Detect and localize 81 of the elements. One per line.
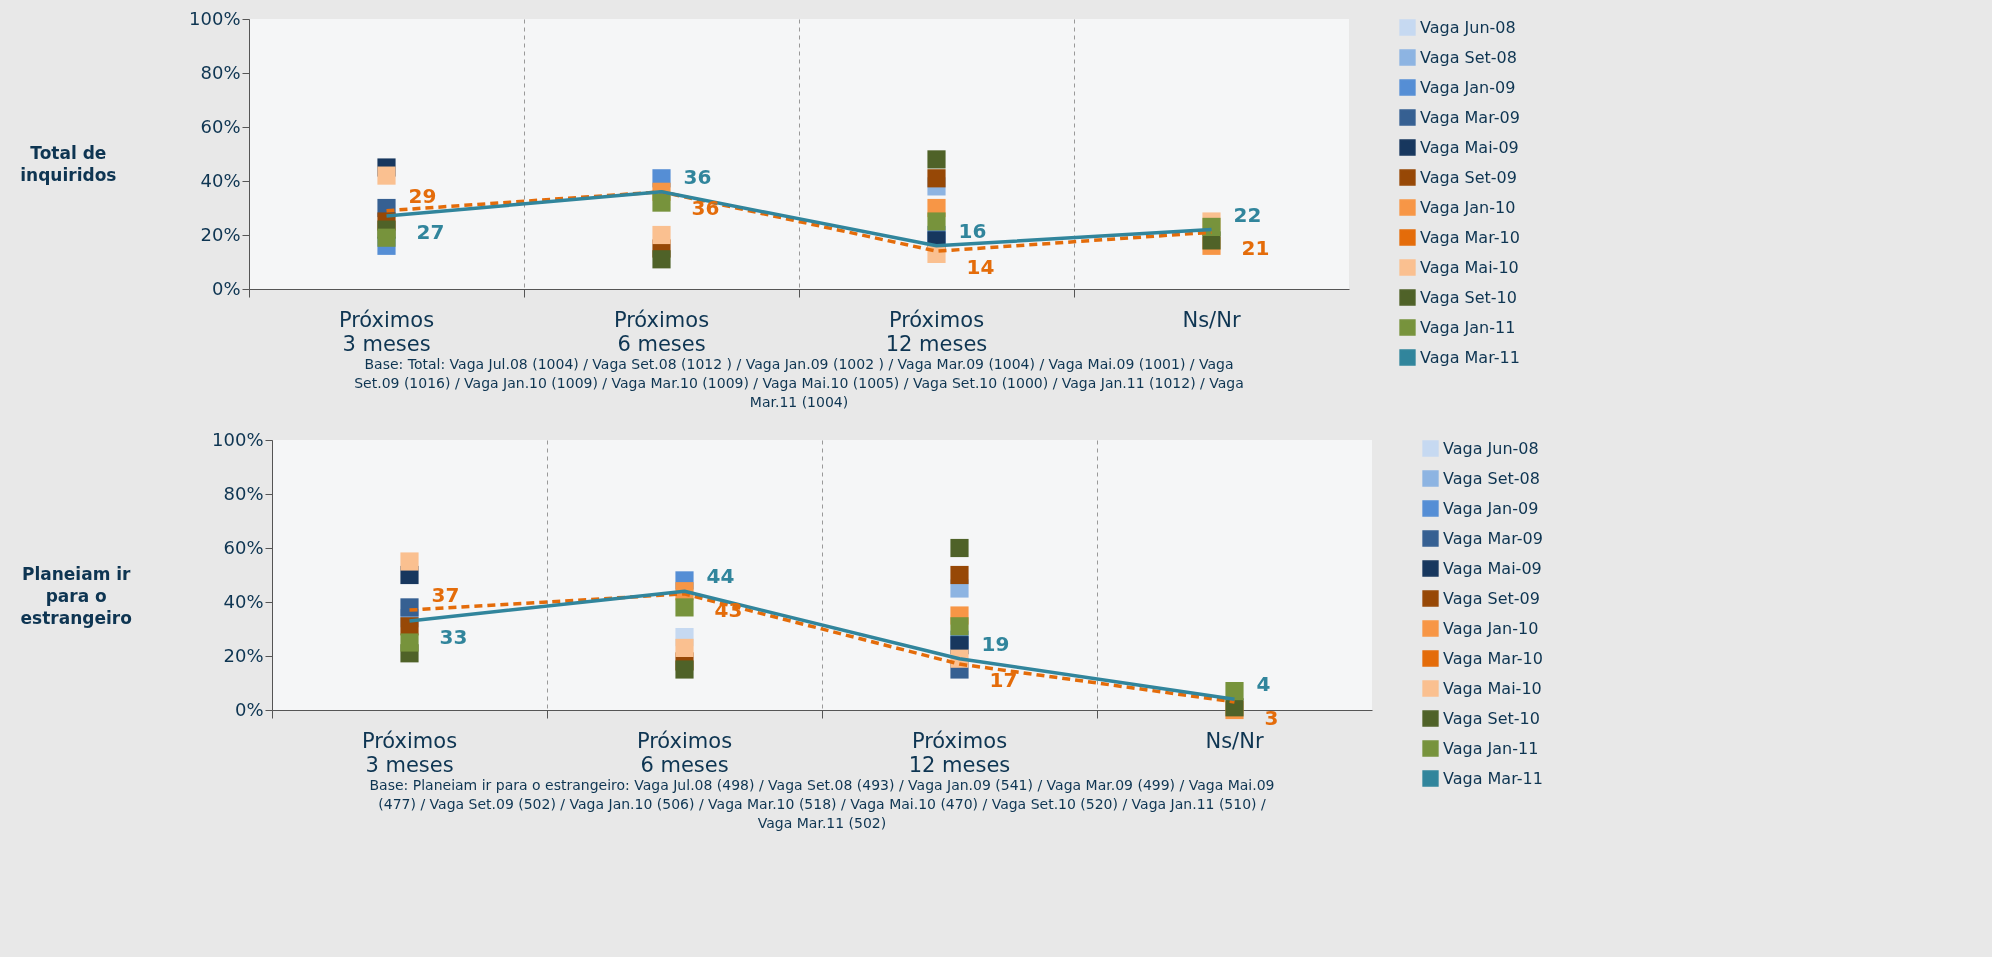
- x-tick-label: Próximos 12 meses: [885, 307, 988, 356]
- y-tick-label: 20%: [200, 223, 241, 245]
- data-label: 36: [683, 164, 712, 189]
- point: [377, 166, 396, 185]
- legend-label: Vaga Set-10: [1420, 287, 1517, 307]
- y-tick-label: 100%: [212, 428, 264, 450]
- legend-label: Vaga Mar-11: [1420, 347, 1520, 367]
- x-tick-label: Ns/Nr: [1205, 728, 1264, 753]
- legend-label: Vaga Jan-10: [1420, 197, 1516, 217]
- legend-label: Vaga Jan-11: [1420, 317, 1516, 337]
- y-tick-label: 80%: [223, 482, 264, 504]
- legend-label: Vaga Jan-09: [1443, 498, 1539, 518]
- data-label: 36: [691, 195, 720, 220]
- legend-label: Vaga Mar-10: [1443, 648, 1543, 668]
- point: [400, 552, 419, 571]
- data-label: 14: [966, 255, 995, 280]
- legend-label: Vaga Mar-10: [1420, 227, 1520, 247]
- legend-label: Vaga Mai-10: [1443, 678, 1542, 698]
- text: Planeiam ir para o estrangeiro: [20, 564, 132, 628]
- y-tick-label: 40%: [223, 590, 264, 612]
- point: [950, 565, 969, 585]
- y-tick-label: 60%: [200, 115, 241, 137]
- x-tick-label: Próximos 3 meses: [361, 728, 458, 777]
- x-tick-label: Próximos 3 meses: [338, 307, 435, 356]
- legend-label: Vaga Mar-09: [1443, 528, 1543, 548]
- point: [927, 169, 946, 188]
- legend-label: Vaga Mai-10: [1420, 257, 1519, 277]
- data-label: 37: [431, 583, 460, 608]
- data-label: 27: [416, 220, 445, 245]
- data-label: 22: [1233, 202, 1262, 227]
- point: [400, 633, 419, 652]
- x-tick-label: Próximos 6 meses: [636, 728, 733, 777]
- point: [652, 250, 671, 269]
- data-label: 4: [1256, 672, 1271, 697]
- legend-label: Vaga Set-09: [1443, 588, 1540, 608]
- point: [927, 150, 946, 169]
- point: [400, 598, 419, 617]
- legend-label: Vaga Jan-10: [1443, 618, 1539, 638]
- y-tick-label: 100%: [189, 7, 241, 29]
- data-label: 3: [1264, 705, 1279, 730]
- point: [950, 617, 969, 636]
- y-tick-label: 40%: [200, 169, 241, 191]
- text: Total de inquiridos: [20, 143, 117, 185]
- text: Base: Planeiam ir para o estrangeiro: Vaga Jul.08 (498) / Vaga Set.08 (493) / Vaga Jan.09 (541) / Vaga Mar.09 (499) / Vaga Mai.09 (477) / Vaga Set.09 (502) / Vaga Jan.10 (506) / Vaga Mar.10 (518) / Vaga Mai.10 (470) / Vaga Set.10 (520) / Vaga Jan.11 (510) / Vaga Mar.11 (502): [369, 777, 1275, 831]
- legend-label: Vaga Set-08: [1443, 468, 1540, 488]
- legend-label: Vaga Set-08: [1420, 47, 1517, 67]
- point: [950, 538, 969, 558]
- legend-label: Vaga Mai-09: [1443, 558, 1542, 578]
- data-label: 17: [989, 668, 1018, 693]
- legend-label: Vaga Set-10: [1443, 708, 1540, 728]
- legend-label: Vaga Jun-08: [1443, 438, 1539, 458]
- point: [652, 225, 671, 245]
- legend-label: Vaga Mai-09: [1420, 137, 1519, 157]
- y-tick-label: 0%: [211, 277, 241, 299]
- y-tick-label: 80%: [200, 61, 241, 83]
- point: [652, 193, 671, 212]
- legend-label: Vaga Mar-09: [1420, 107, 1520, 127]
- legend-label: Vaga Jan-11: [1443, 738, 1539, 758]
- point: [377, 228, 396, 247]
- point: [927, 212, 946, 231]
- legend-label: Vaga Mar-11: [1443, 768, 1543, 788]
- x-tick-label: Próximos 6 meses: [613, 307, 710, 356]
- legend-label: Vaga Set-09: [1420, 167, 1517, 187]
- point: [1225, 682, 1244, 701]
- x-tick-label: Ns/Nr: [1182, 307, 1241, 332]
- data-label: 19: [981, 631, 1010, 656]
- point: [675, 598, 694, 617]
- data-label: 44: [706, 564, 735, 589]
- y-tick-label: 0%: [234, 698, 264, 720]
- legend-label: Vaga Jun-08: [1420, 17, 1516, 37]
- point: [675, 638, 694, 657]
- data-label: 33: [439, 624, 468, 649]
- text: Base: Total: Vaga Jul.08 (1004) / Vaga Set.08 (1012 ) / Vaga Jan.09 (1002 ) / Vaga Mar.09 (1004) / Vaga Mai.09 (1001) / Vaga Set.09 (1016) / Vaga Jan.10 (1009) / Vaga Mar.10 (1009) / Vaga Mai.10 (1005) / Vaga Set.10 (1000) / Vaga Jan.11 (1012) / Vaga Mar.11 (1004): [354, 356, 1244, 410]
- y-tick-label: 20%: [223, 644, 264, 666]
- data-label: 29: [408, 183, 437, 208]
- data-label: 21: [1241, 236, 1270, 261]
- x-tick-label: Próximos 12 meses: [908, 728, 1011, 777]
- point: [675, 660, 694, 679]
- data-label: 16: [958, 218, 987, 243]
- y-tick-label: 60%: [223, 536, 264, 558]
- legend-label: Vaga Jan-09: [1420, 77, 1516, 97]
